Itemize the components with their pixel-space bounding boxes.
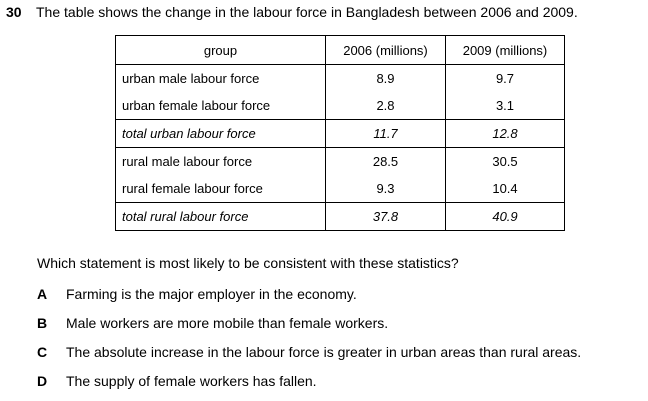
option-letter: D <box>37 373 48 389</box>
table-row-total-urban: total urban labour force 11.7 12.8 <box>115 119 565 148</box>
header-group: group <box>115 35 326 65</box>
row-2006-cell: 37.8 <box>325 202 446 231</box>
row-group-cell: total urban labour force <box>115 119 326 148</box>
option-text: Farming is the major employer in the eco… <box>66 286 357 302</box>
option-d[interactable]: D The supply of female workers has fallen… <box>37 373 317 389</box>
row-group-cell: urban male labour force <box>115 64 326 92</box>
row-2009-cell: 12.8 <box>445 119 565 148</box>
option-letter: C <box>37 344 48 360</box>
table-row: rural female labour force 9.3 10.4 <box>115 175 565 203</box>
option-letter: A <box>37 286 48 302</box>
table-row: urban male labour force 8.9 9.7 <box>115 64 565 92</box>
header-2009: 2009 (millions) <box>445 35 565 65</box>
row-2006-cell: 9.3 <box>325 175 446 203</box>
row-2009-cell: 3.1 <box>445 92 565 120</box>
row-group-cell: rural female labour force <box>115 175 326 203</box>
row-2009-cell: 10.4 <box>445 175 565 203</box>
option-a[interactable]: A Farming is the major employer in the ec… <box>37 286 357 302</box>
question-text: The table shows the change in the labour… <box>36 4 578 20</box>
row-2009-cell: 9.7 <box>445 64 565 92</box>
question-prompt: Which statement is most likely to be con… <box>37 255 459 271</box>
row-group-cell: total rural labour force <box>115 202 326 231</box>
row-2006-cell: 11.7 <box>325 119 446 148</box>
row-2009-cell: 30.5 <box>445 147 565 175</box>
header-2006: 2006 (millions) <box>325 35 446 65</box>
option-c[interactable]: C The absolute increase in the labour for… <box>37 344 581 360</box>
table-row: rural male labour force 28.5 30.5 <box>115 147 565 175</box>
question-line: 30 The table shows the change in the labo… <box>6 4 578 20</box>
row-2006-cell: 8.9 <box>325 64 446 92</box>
row-2009-cell: 40.9 <box>445 202 565 231</box>
table-header-row: group 2006 (millions) 2009 (millions) <box>115 35 565 65</box>
table-row: urban female labour force 2.8 3.1 <box>115 92 565 120</box>
table-row-total-rural: total rural labour force 37.8 40.9 <box>115 202 565 231</box>
row-2006-cell: 2.8 <box>325 92 446 120</box>
option-text: Male workers are more mobile than female… <box>66 315 389 331</box>
row-group-cell: rural male labour force <box>115 147 326 175</box>
row-2006-cell: 28.5 <box>325 147 446 175</box>
option-letter: B <box>37 315 48 331</box>
option-b[interactable]: B Male workers are more mobile than femal… <box>37 315 388 331</box>
labour-force-table-container: group 2006 (millions) 2009 (millions) ur… <box>115 35 565 231</box>
question-number: 30 <box>6 4 22 20</box>
option-text: The absolute increase in the labour forc… <box>66 344 582 360</box>
row-group-cell: urban female labour force <box>115 92 326 120</box>
option-text: The supply of female workers has fallen. <box>66 373 317 389</box>
labour-force-table: group 2006 (millions) 2009 (millions) ur… <box>115 35 565 231</box>
